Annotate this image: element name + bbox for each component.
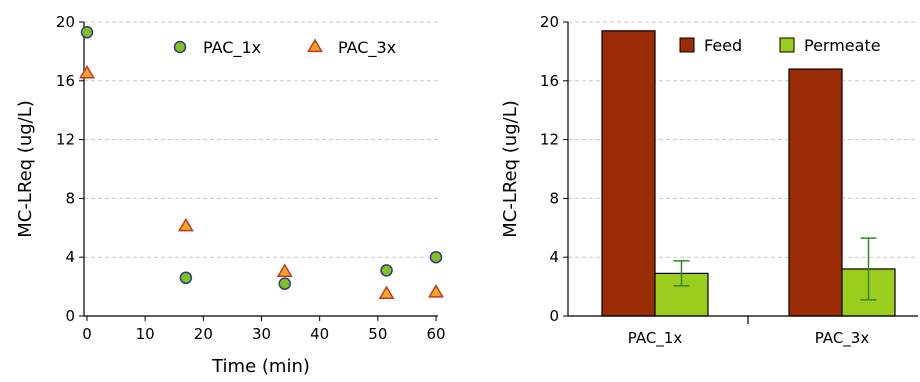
y-tick-label: 12 bbox=[540, 131, 559, 149]
x-axis-label: Time (min) bbox=[211, 356, 310, 377]
data-point-pac-3x bbox=[428, 283, 444, 298]
x-tick-label: 30 bbox=[252, 325, 271, 343]
data-point-pac-3x bbox=[79, 64, 95, 79]
legend-swatch-feed bbox=[679, 37, 695, 53]
x-category-label: PAC_3x bbox=[815, 329, 870, 348]
y-tick-label: 0 bbox=[65, 307, 75, 325]
scatter-chart: 0 4 8 12 16 20 0 10 20 30 40 50 60 Time (min) MC-LReq … bbox=[15, 13, 446, 377]
y-tick-label: 4 bbox=[549, 248, 559, 266]
y-tick-label: 8 bbox=[549, 189, 559, 207]
data-point-pac-3x bbox=[177, 217, 194, 232]
y-tick-label: 12 bbox=[56, 131, 75, 149]
legend-label-feed: Feed bbox=[704, 36, 742, 55]
data-point-pac-1x bbox=[429, 250, 443, 264]
legend-label-pac-3x: PAC_3x bbox=[338, 38, 396, 58]
x-tick-label: 10 bbox=[136, 325, 155, 343]
bar-feed-pac-1x bbox=[601, 30, 656, 317]
legend-swatch-permeate bbox=[779, 37, 795, 53]
y-tick-label: 20 bbox=[540, 13, 559, 31]
y-tick-label: 20 bbox=[56, 13, 75, 31]
data-point-pac-3x bbox=[276, 263, 293, 277]
data-point-pac-1x bbox=[179, 271, 193, 285]
bar-feed-pac-3x bbox=[788, 68, 843, 317]
legend-marker-pac-3x bbox=[307, 38, 323, 53]
y-axis-label: MC-LReq (ug/L) bbox=[15, 100, 36, 238]
y-tick-label: 4 bbox=[65, 248, 75, 266]
legend-marker-pac-1x bbox=[173, 40, 187, 54]
x-tick-label: 20 bbox=[194, 325, 213, 343]
bar-chart: PAC_1x PAC_3x 0 4 8 12 16 20 MC-LReq (ug/L) Feed P… bbox=[500, 13, 918, 348]
data-point-pac-1x bbox=[380, 264, 393, 277]
data-point-pac-1x bbox=[80, 26, 94, 39]
y-axis-label: MC-LReq (ug/L) bbox=[500, 100, 521, 238]
y-tick-label: 16 bbox=[56, 72, 75, 90]
y-tick-label: 16 bbox=[540, 72, 559, 90]
y-tick-label: 0 bbox=[549, 307, 559, 325]
x-category-label: PAC_1x bbox=[628, 329, 683, 348]
legend-label-pac-1x: PAC_1x bbox=[203, 38, 261, 58]
x-tick-label: 40 bbox=[310, 325, 329, 343]
legend-label-permeate: Permeate bbox=[804, 36, 881, 55]
data-point-pac-3x bbox=[378, 285, 395, 300]
x-tick-label: 0 bbox=[82, 325, 92, 343]
x-tick-label: 50 bbox=[368, 325, 387, 343]
x-tick-label: 60 bbox=[426, 325, 445, 343]
data-point-pac-1x bbox=[278, 277, 292, 290]
y-tick-label: 8 bbox=[65, 189, 75, 207]
